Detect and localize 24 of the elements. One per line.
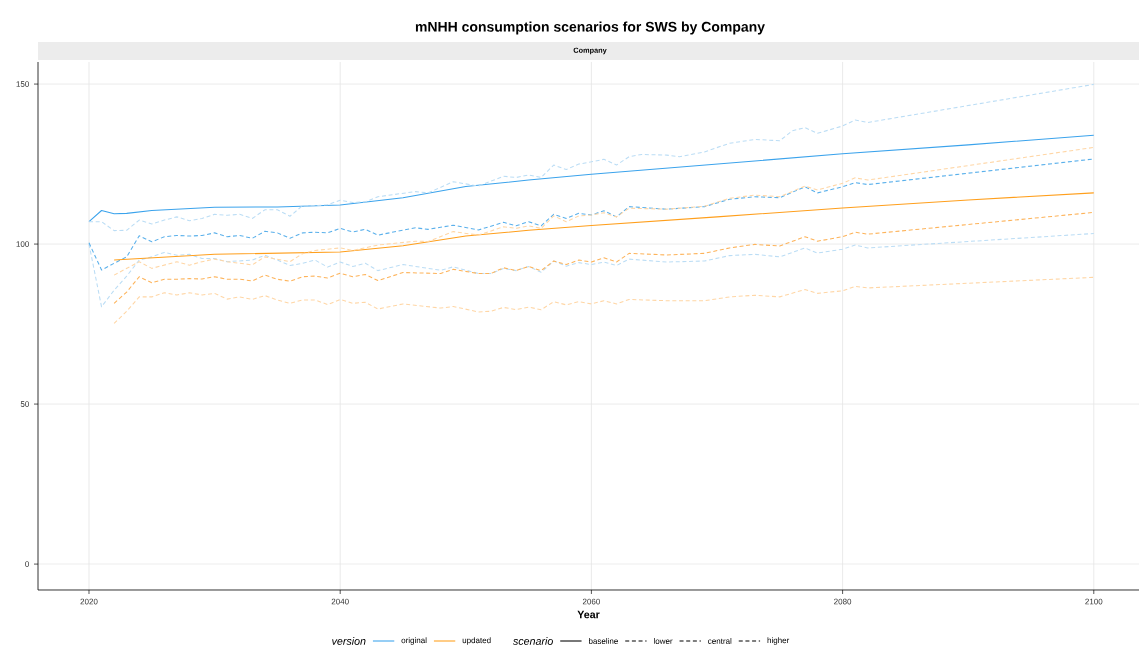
y-tick-label: 150	[16, 81, 29, 87]
text: lower	[654, 638, 673, 644]
x-tick-label: 2100	[1085, 598, 1103, 605]
chart-title: mNHH consumption scenarios for SWS by Company	[415, 21, 765, 35]
line-series	[88, 83, 1095, 232]
line-series	[113, 276, 1095, 324]
line-series	[113, 211, 1095, 304]
x-tick-label: 2020	[80, 598, 98, 605]
y-tick-label: 100	[16, 241, 29, 247]
text: scenario	[512, 637, 553, 645]
text: central	[708, 638, 732, 644]
y-tick-label: 0	[25, 561, 29, 567]
text: original	[401, 637, 427, 645]
y-tick-label: 50	[20, 401, 29, 407]
text: higher	[767, 637, 790, 645]
x-tick-label: 2060	[582, 598, 600, 605]
line-series	[113, 192, 1095, 261]
text: updated	[462, 637, 491, 645]
x-tick-label: 2040	[331, 598, 349, 605]
x-tick-label: 2080	[834, 598, 852, 605]
text: version	[332, 637, 366, 645]
text: baseline	[589, 638, 618, 644]
x-axis-title: Year	[577, 610, 600, 619]
line-series	[88, 232, 1095, 308]
